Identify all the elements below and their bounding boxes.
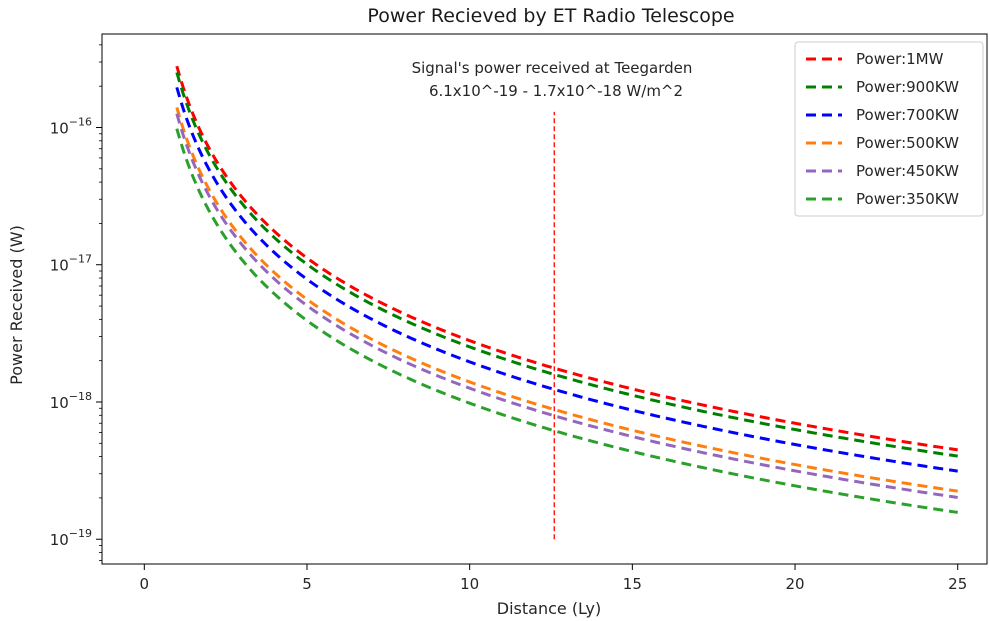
- legend-label-1: Power:900KW: [856, 78, 959, 96]
- legend-label-5: Power:350KW: [856, 190, 959, 208]
- x-tick-label: 5: [302, 575, 312, 593]
- x-axis-label: Distance (Ly): [497, 599, 601, 618]
- x-tick-label: 10: [460, 575, 479, 593]
- x-tick-label: 15: [623, 575, 642, 593]
- legend-label-0: Power:1MW: [856, 50, 944, 68]
- chart-title: Power Recieved by ET Radio Telescope: [367, 5, 734, 27]
- annotation-line-1: Signal's power received at Teegarden: [412, 59, 693, 77]
- x-tick-label: 25: [948, 575, 967, 593]
- legend-label-2: Power:700KW: [856, 106, 959, 124]
- legend-label-4: Power:450KW: [856, 162, 959, 180]
- legend-label-3: Power:500KW: [856, 134, 959, 152]
- legend: Power:1MW Power:900KW Power:700KW Power:500…: [795, 42, 983, 216]
- y-axis-label: Power Received (W): [7, 225, 26, 385]
- x-tick-label: 0: [140, 575, 150, 593]
- annotation-line-2: 6.1x10^-19 - 1.7x10^-18 W/m^2: [429, 82, 683, 100]
- x-tick-label: 20: [785, 575, 804, 593]
